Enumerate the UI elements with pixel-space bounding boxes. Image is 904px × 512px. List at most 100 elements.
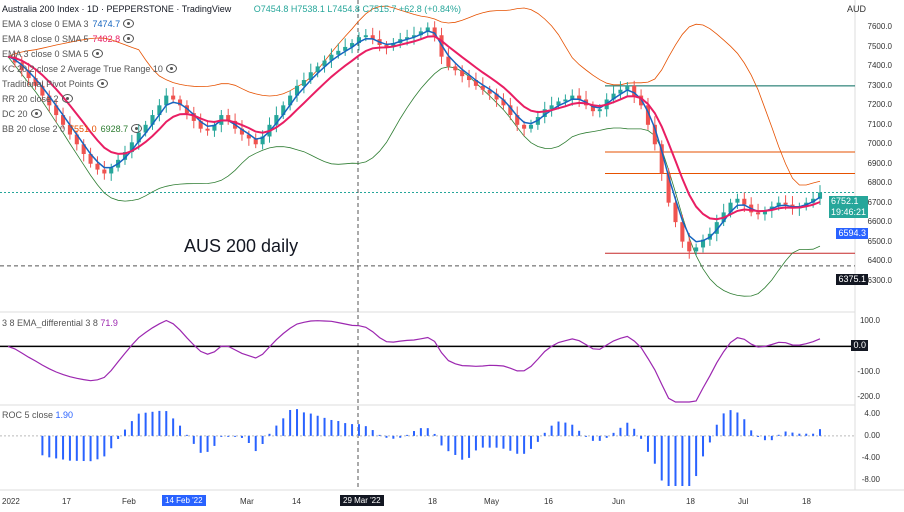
eye-icon[interactable] [131, 124, 143, 133]
candle-body [563, 99, 568, 102]
candle-body [74, 134, 79, 145]
price-tick: 6400.0 [867, 256, 892, 266]
candle-body [460, 70, 465, 77]
roc-bar [261, 435, 264, 444]
indicator-1[interactable]: EMA 8 close 0 SMA 5 7402.8 [2, 33, 135, 45]
indicator-7[interactable]: BB 20 close 2 0 7551.0 6928.7 [2, 123, 143, 135]
candle-body [88, 154, 93, 164]
price-tick: 6800.0 [867, 178, 892, 188]
candle-body [136, 132, 141, 143]
ema3-line [7, 30, 821, 243]
zero-box: 0.0 [851, 340, 868, 351]
ema8-line [7, 35, 821, 221]
roc-bar [123, 429, 126, 436]
eye-icon[interactable] [61, 94, 73, 103]
roc-bar [447, 435, 450, 452]
eye-icon[interactable] [30, 109, 42, 118]
roc-bar [598, 435, 601, 441]
roc-bar [41, 435, 44, 456]
roc-bar [89, 435, 92, 462]
price-tick: 7100.0 [867, 119, 892, 129]
roc-bar [357, 424, 360, 436]
symbol-title[interactable]: Australia 200 Index · 1D · PEPPERSTONE ·… [2, 4, 462, 14]
time-tick: 14 [292, 497, 301, 506]
roc-bar [481, 435, 484, 448]
indicator-2[interactable]: EMA 3 close 0 SMA 5 [2, 48, 103, 60]
roc-bar [344, 423, 347, 436]
candle-body [239, 128, 245, 135]
indicator-0[interactable]: EMA 3 close 0 EMA 3 7474.7 [2, 18, 135, 30]
candle-body [122, 152, 128, 160]
roc-bar [316, 415, 319, 436]
ohlc-low: L7454.8 [327, 4, 360, 14]
roc-bar [282, 418, 285, 436]
price-tick: 6500.0 [867, 236, 892, 246]
roc-bar [371, 430, 374, 436]
candle-body [522, 124, 527, 129]
roc-bar [220, 435, 223, 437]
roc-bar [185, 434, 188, 436]
roc-label[interactable]: ROC 5 close 1.90 [2, 410, 74, 420]
roc-bar [702, 435, 705, 457]
candle-body [274, 115, 279, 125]
time-tick: Jun [612, 497, 625, 506]
roc-bar [144, 412, 147, 436]
roc-bar [364, 426, 367, 436]
candle-body [467, 76, 472, 81]
eye-icon[interactable] [123, 34, 135, 43]
eye-icon[interactable] [96, 79, 108, 88]
roc-bar [729, 410, 732, 436]
roc-bar [454, 435, 457, 455]
candle-body [425, 27, 430, 32]
roc-bar [743, 419, 746, 436]
roc-bar [309, 413, 312, 436]
candle-body [700, 239, 706, 248]
roc-bar [646, 435, 649, 452]
candle-body [191, 113, 196, 121]
oscillator-label[interactable]: 3 8 EMA_differential 3 8 71.9 [2, 318, 118, 328]
roc-bar [165, 411, 168, 436]
roc-tick: 0.00 [864, 430, 880, 440]
price-tick: 7000.0 [867, 139, 892, 149]
candle-body [343, 46, 348, 51]
price-tick: 6600.0 [867, 217, 892, 227]
candle-body [95, 163, 100, 170]
candle-body [673, 202, 678, 223]
roc-bar [591, 435, 594, 441]
roc-bar [770, 435, 773, 441]
roc-bar [736, 412, 739, 436]
cursor-price-box: 6375.1 [836, 274, 868, 285]
roc-bar [192, 435, 195, 444]
roc-bar [708, 435, 711, 443]
oscillator-tick: 100.0 [859, 316, 880, 326]
candle-body [171, 95, 176, 100]
candle-body [418, 31, 423, 36]
time-tick: 18 [428, 497, 437, 506]
candle-body [47, 95, 52, 106]
indicator-6[interactable]: DC 20 [2, 108, 42, 120]
roc-bar [667, 435, 670, 486]
roc-bar [509, 435, 512, 451]
eye-icon[interactable] [123, 19, 135, 28]
candle-body [432, 27, 437, 36]
roc-bar [681, 435, 684, 486]
roc-bar [68, 435, 71, 461]
eye-icon[interactable] [91, 49, 103, 58]
indicator-4[interactable]: Traditional Pivot Points [2, 78, 108, 90]
candle-body [301, 80, 306, 86]
roc-bar [213, 435, 216, 446]
roc-bar [62, 435, 65, 460]
indicator-3[interactable]: KC 20 2 close 2 Average True Range 10 [2, 63, 177, 75]
roc-tick: 4.00 [864, 408, 880, 418]
roc-bar [137, 413, 140, 436]
roc-bar [564, 422, 567, 436]
eye-icon[interactable] [165, 64, 177, 73]
time-tick: Jul [738, 497, 749, 506]
indicator-5[interactable]: RR 20 close 2 [2, 93, 73, 105]
candle-body [350, 43, 355, 47]
candle-body [177, 99, 183, 106]
candle-body [687, 241, 692, 252]
candle-body [40, 85, 45, 96]
candle-body [597, 109, 602, 112]
